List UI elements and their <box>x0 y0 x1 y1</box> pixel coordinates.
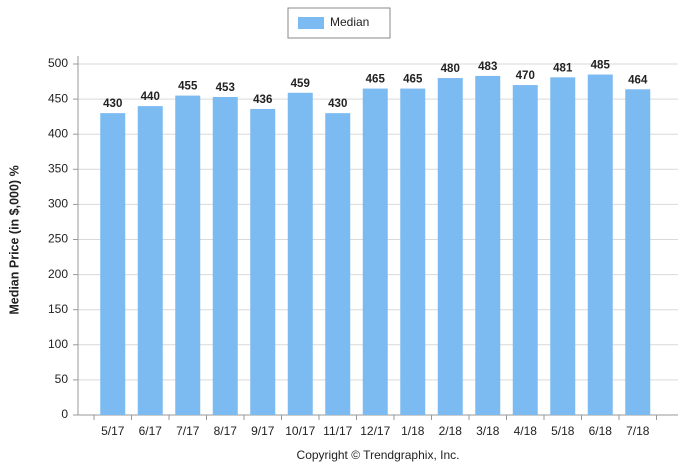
y-tick-label: 250 <box>48 232 68 246</box>
value-label: 430 <box>328 98 347 110</box>
bar <box>587 74 613 415</box>
bar <box>287 92 313 416</box>
y-tick-label: 450 <box>48 91 68 105</box>
value-label: 430 <box>103 98 122 110</box>
x-tick-label: 6/18 <box>589 424 613 438</box>
value-label: 455 <box>178 81 198 93</box>
y-tick-label: 300 <box>48 197 68 211</box>
x-tick-label: 2/18 <box>439 424 463 438</box>
footer: Copyright © Trendgraphix, Inc. <box>297 448 460 462</box>
x-tick-label: 5/17 <box>101 424 125 438</box>
y-tick-label: 400 <box>48 126 68 140</box>
bar <box>250 108 276 415</box>
x-tick-label: 7/18 <box>626 424 650 438</box>
x-tick-label: 11/17 <box>323 424 352 438</box>
value-label: 464 <box>628 74 648 86</box>
bar <box>100 113 126 415</box>
legend-swatch <box>298 17 324 29</box>
value-label: 465 <box>366 74 386 86</box>
value-label: 485 <box>591 60 611 72</box>
legend-label: Median <box>330 15 369 29</box>
bar <box>362 88 388 415</box>
value-label: 459 <box>291 78 310 90</box>
bar <box>512 85 538 415</box>
x-tick-label: 5/18 <box>551 424 575 438</box>
bar <box>550 77 576 415</box>
x-tick-label: 3/18 <box>476 424 500 438</box>
value-label: 480 <box>441 63 460 75</box>
x-tick-label: 6/17 <box>139 424 163 438</box>
y-tick-label: 350 <box>48 161 68 175</box>
y-tick-label: 0 <box>61 407 68 421</box>
y-tick-label: 150 <box>48 302 68 316</box>
bar <box>212 96 238 415</box>
y-tick-label: 200 <box>48 267 68 281</box>
bar <box>437 78 463 415</box>
x-tick-label: 4/18 <box>514 424 538 438</box>
x-tick-label: 1/18 <box>401 424 425 438</box>
value-label: 481 <box>553 62 573 74</box>
x-tick-label: 8/17 <box>214 424 238 438</box>
y-tick-label: 50 <box>55 372 69 386</box>
x-tick-label: 12/17 <box>360 424 390 438</box>
bar <box>400 88 426 415</box>
value-label: 440 <box>141 91 160 103</box>
bar <box>137 106 163 416</box>
y-tick-label: 100 <box>48 337 68 351</box>
x-tick-label: 9/17 <box>251 424 275 438</box>
value-label: 470 <box>516 70 535 82</box>
y-tick-label: 500 <box>48 56 68 70</box>
bar <box>175 95 201 415</box>
value-label: 453 <box>216 82 235 94</box>
value-label: 483 <box>478 61 497 73</box>
bar <box>625 89 651 415</box>
x-tick-label: 7/17 <box>176 424 200 438</box>
value-label: 465 <box>403 74 423 86</box>
y-axis-label: Median Price (in $,000) % <box>7 165 21 314</box>
bar <box>475 75 501 416</box>
bar <box>325 113 351 415</box>
value-label: 436 <box>253 94 272 106</box>
x-tick-label: 10/17 <box>285 424 315 438</box>
